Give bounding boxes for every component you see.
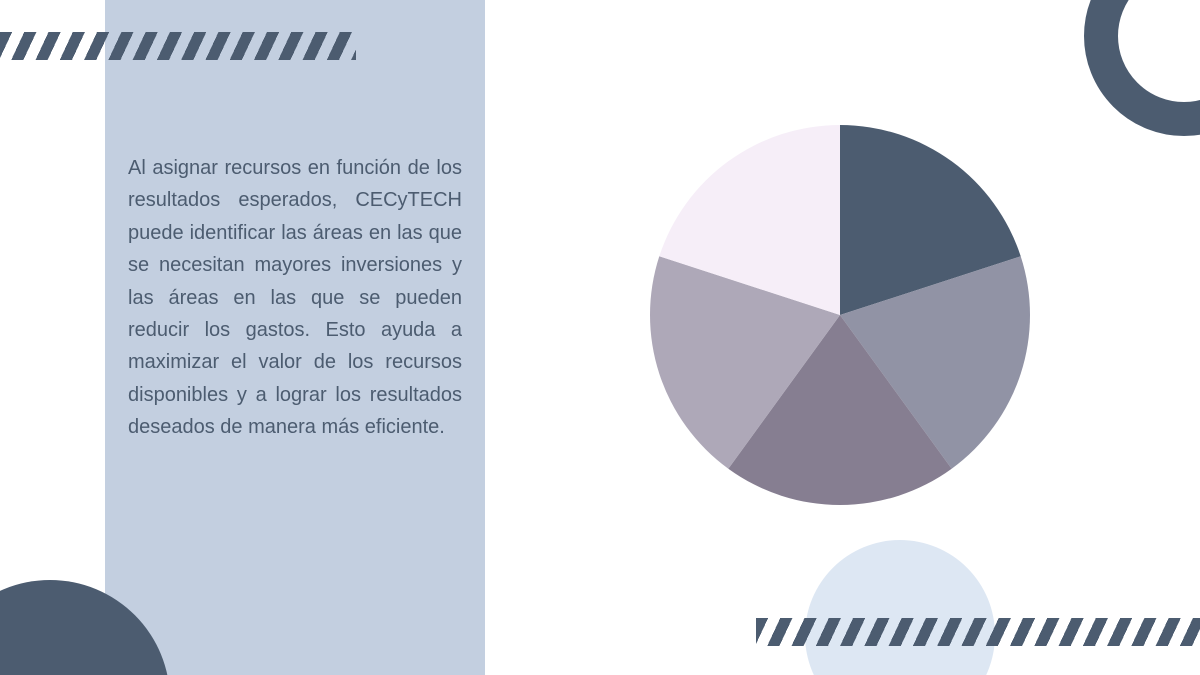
body-paragraph: Al asignar recursos en función de los re…	[128, 152, 462, 444]
decor-ring-top-right	[1084, 0, 1200, 136]
slide-root: { "canvas": { "w": 1200, "h": 675, "bg":…	[0, 0, 1200, 675]
hatched-stripe-bottom	[756, 618, 1200, 646]
pie-chart	[650, 125, 1030, 505]
hatched-stripe-top	[0, 32, 356, 60]
decor-circle-light	[805, 540, 995, 675]
